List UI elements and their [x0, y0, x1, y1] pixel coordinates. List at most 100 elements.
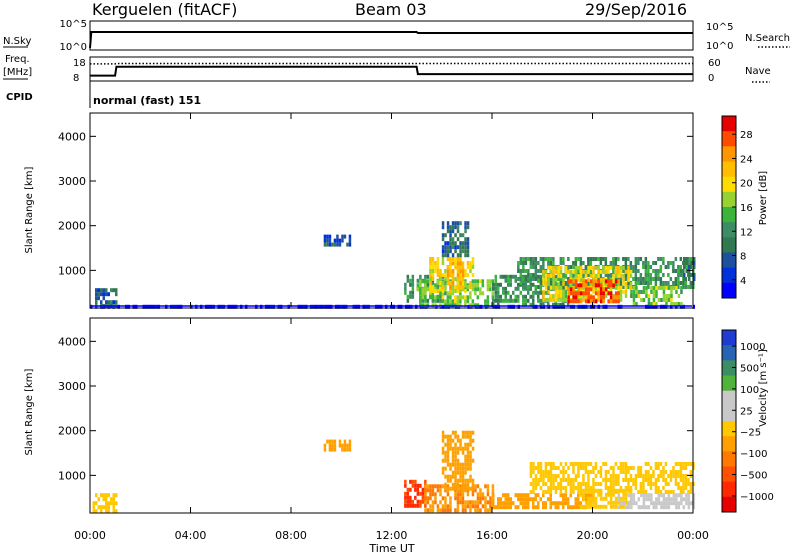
heatmap-cell — [466, 249, 470, 254]
heatmap-cell — [400, 304, 403, 309]
heatmap-cell — [665, 497, 668, 502]
heatmap-cell — [343, 234, 347, 239]
heatmap-cell — [549, 466, 553, 470]
heatmap-cell — [436, 504, 440, 509]
heatmap-cell — [652, 501, 656, 506]
heatmap-cell — [497, 282, 500, 287]
heatmap-cell — [667, 273, 670, 277]
heatmap-cell — [429, 508, 432, 513]
heatmap-cell — [539, 298, 542, 303]
heatmap-cell — [424, 274, 427, 279]
heatmap-cell — [517, 277, 520, 281]
heatmap-cell — [662, 478, 665, 482]
heatmap-cell — [466, 295, 470, 300]
heatmap-cell — [599, 470, 603, 474]
heatmap-cell — [305, 304, 308, 309]
heatmap-cell — [547, 486, 550, 490]
heatmap-cell — [559, 478, 563, 482]
heatmap-cell — [439, 488, 442, 493]
heatmap-cell — [416, 287, 420, 292]
heatmap-cell — [559, 281, 563, 285]
heatmap-cell — [542, 273, 545, 278]
heatmap-cell — [674, 277, 678, 281]
heatmap-cell — [605, 304, 608, 309]
freq-panel-frame — [89, 56, 694, 82]
heatmap-cell — [582, 488, 585, 493]
heatmap-cell — [682, 497, 686, 502]
heatmap-cell — [459, 265, 462, 270]
heatmap-cell — [612, 283, 615, 288]
heatmap-cell — [552, 297, 555, 302]
freq-label-line2: [MHz] — [3, 67, 32, 78]
heatmap-cell — [665, 294, 668, 298]
heatmap-cell — [667, 505, 671, 510]
heatmap-cell — [502, 298, 505, 303]
heatmap-cell — [527, 497, 530, 502]
heatmap-cell — [655, 501, 658, 506]
heatmap-cell — [532, 462, 535, 466]
heatmap-cell — [689, 281, 693, 285]
heatmap-cell — [635, 286, 638, 290]
heatmap-cell — [522, 497, 525, 502]
heatmap-cell — [451, 261, 455, 266]
heatmap-cell — [434, 265, 437, 269]
heatmap-cell — [644, 265, 648, 269]
heatmap-cell — [449, 291, 452, 296]
heatmap-cell — [612, 486, 615, 490]
heatmap-cell — [429, 496, 432, 501]
heatmap-cell — [441, 484, 445, 489]
heatmap-cell — [599, 295, 603, 300]
heatmap-cell — [522, 302, 525, 307]
heatmap-cell — [617, 488, 620, 493]
heatmap-cell — [464, 229, 467, 234]
heatmap-cell — [572, 505, 575, 510]
heatmap-cell — [617, 482, 620, 486]
heatmap-cell — [265, 304, 268, 309]
heatmap-cell — [549, 285, 553, 290]
heatmap-cell — [446, 225, 450, 230]
heatmap-cell — [627, 501, 631, 506]
heatmap-cell — [469, 450, 472, 455]
heatmap-cell — [524, 298, 527, 303]
heatmap-cell — [459, 474, 462, 479]
heatmap-cell — [471, 265, 475, 269]
heatmap-cell — [612, 482, 615, 486]
heatmap-cell — [667, 474, 670, 478]
heatmap-cell — [110, 300, 113, 305]
heatmap-cell — [619, 289, 623, 294]
heatmap-cell — [107, 509, 110, 514]
heatmap-cell — [557, 297, 560, 302]
heatmap-cell — [582, 273, 585, 277]
heatmap-cell — [654, 478, 658, 482]
heatmap-cell — [539, 274, 542, 279]
heatmap-cell — [411, 274, 415, 279]
heatmap-cell — [579, 285, 583, 290]
heatmap-cell — [544, 482, 548, 486]
heatmap-cell — [587, 474, 590, 478]
colorbar-segment — [722, 496, 736, 513]
heatmap-cell — [406, 294, 410, 299]
heatmap-cell — [587, 462, 590, 466]
heatmap-cell — [657, 298, 661, 302]
heatmap-cell — [479, 508, 482, 513]
heatmap-cell — [584, 265, 588, 269]
heatmap-cell — [507, 501, 510, 506]
heatmap-cell — [589, 261, 593, 265]
heatmap-cell — [466, 261, 470, 265]
heatmap-cell — [677, 462, 680, 466]
heatmap-cell — [446, 273, 450, 278]
heatmap-cell — [497, 294, 500, 299]
heatmap-cell — [604, 287, 608, 292]
heatmap-cell — [343, 443, 347, 448]
heatmap-cell — [207, 304, 210, 309]
heatmap-cell — [604, 257, 608, 261]
heatmap-cell — [690, 273, 693, 277]
heatmap-cell — [454, 265, 457, 270]
heatmap-cell — [459, 245, 462, 250]
heatmap-cell — [461, 249, 465, 254]
heatmap-cell — [502, 493, 505, 498]
heatmap-cell — [537, 462, 540, 466]
heatmap-cell — [662, 261, 665, 265]
heatmap-cell — [684, 474, 688, 478]
heatmap-cell — [95, 292, 98, 297]
